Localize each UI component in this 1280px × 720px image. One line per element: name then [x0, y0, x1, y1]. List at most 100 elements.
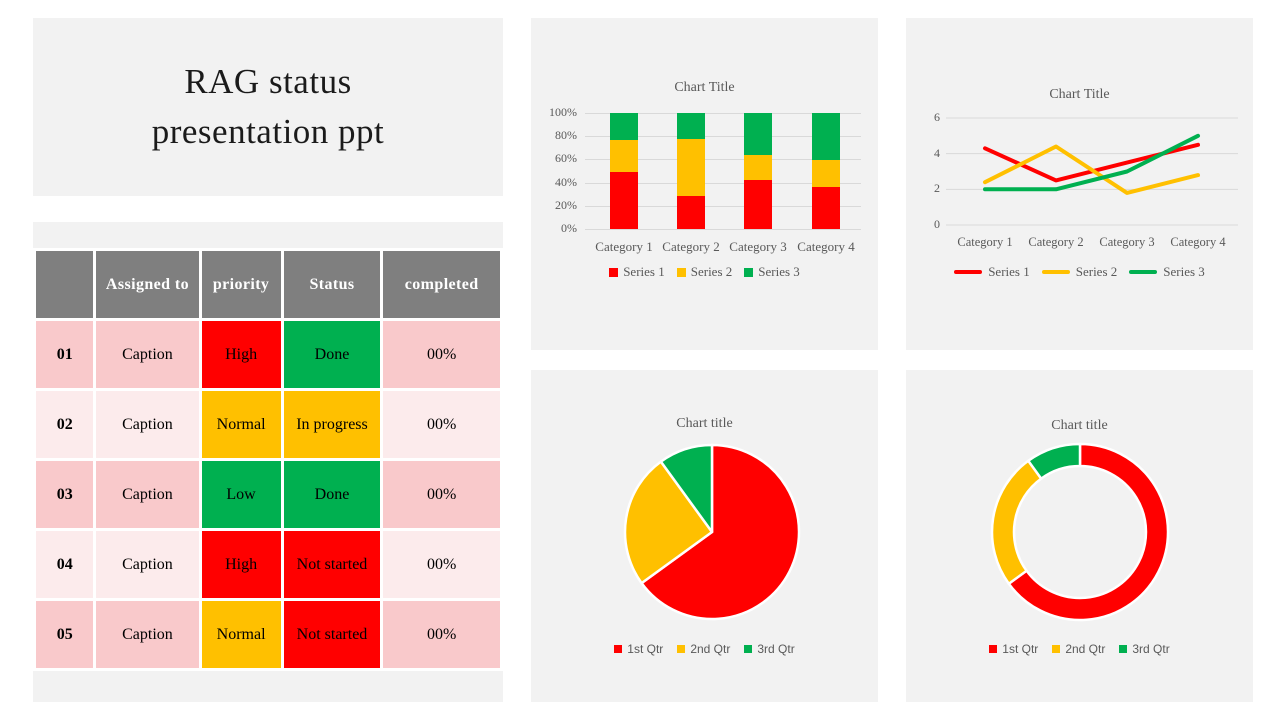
rag-status-table: Assigned to priority Status completed 01 Cap…: [33, 248, 503, 671]
legend-square-swatch: [1119, 645, 1128, 653]
doughnut-chart-title: Chart title: [1051, 418, 1108, 433]
assigned-to-cell: Caption: [96, 531, 199, 598]
legend-label: Series 3: [758, 264, 800, 279]
bar-chart-title: Chart Title: [674, 80, 735, 95]
stacked-bar-chart-card: Chart Title 100% 80% 60% 40% 20% 0% Category 1…: [531, 18, 878, 350]
legend-square-swatch: [744, 267, 754, 277]
gridline: [585, 159, 861, 161]
table-header: Assigned to priority Status completed: [36, 251, 500, 318]
legend-item: 1st Qtr: [989, 642, 1038, 656]
legend-label: Series 2: [1075, 264, 1118, 279]
legend-label: 2nd Qtr: [690, 642, 731, 656]
legend-label: Series 1: [623, 264, 665, 279]
legend-item: Series 3: [744, 264, 800, 280]
column-header: completed: [383, 251, 500, 318]
line-series: [983, 133, 1200, 192]
y-axis-tick: 60%: [555, 151, 577, 166]
title-card: RAG status presentation ppt: [33, 18, 503, 196]
gridline: [585, 229, 861, 230]
legend-label: 3rd Qtr: [1132, 642, 1170, 656]
pie-chart-svg: [623, 443, 801, 621]
bar-segment: [744, 113, 772, 155]
column-header: Status: [283, 251, 381, 318]
chart-legend: 1st Qtr 2nd Qtr 3rd Qtr: [906, 642, 1253, 656]
column-header: priority: [201, 251, 281, 318]
legend-square-swatch: [609, 267, 619, 277]
table-body: 01 Caption High Done 00% 02 Caption Normal In pr…: [36, 321, 500, 668]
pie-chart-title: Chart title: [676, 416, 733, 431]
y-axis-tick: 0%: [561, 221, 577, 235]
line-chart-title: Chart Title: [1049, 87, 1110, 102]
status-cell: Not started: [283, 531, 381, 598]
x-axis-category-label: Category 3: [1099, 235, 1155, 249]
y-axis-tick: 80%: [555, 128, 577, 143]
bar-segment: [610, 139, 638, 172]
y-axis-tick: 4: [934, 145, 940, 160]
line-series: [983, 144, 1200, 195]
legend-item: 2nd Qtr: [677, 642, 730, 656]
pie-slice: [623, 460, 714, 585]
legend-label: 1st Qtr: [1002, 642, 1039, 656]
status-cell: Done: [283, 461, 381, 528]
bar-segment: [812, 160, 840, 187]
legend-square-swatch: [677, 645, 686, 653]
table-row: 02 Caption Normal In progress 00%: [36, 391, 500, 458]
y-axis-tick: 0: [934, 217, 940, 231]
x-axis-category-label: Category 1: [957, 235, 1013, 249]
line-chart-svg: [946, 117, 1238, 226]
status-cell: Not started: [283, 601, 381, 668]
chart-legend: 1st Qtr 2nd Qtr 3rd Qtr: [531, 642, 878, 656]
gridline: [585, 136, 861, 138]
legend-line-swatch: [1041, 270, 1070, 274]
table-header-row: Assigned to priority Status completed: [36, 251, 500, 318]
gridline: [585, 182, 861, 184]
x-axis-category-label: Category 4: [797, 239, 855, 254]
legend-line-swatch: [1129, 270, 1158, 274]
completed-cell: 00%: [383, 601, 500, 668]
row-number-cell: 05: [36, 601, 94, 668]
pie-chart-card: Chart title 1st Qtr 2nd Qtr 3rd Qtr: [531, 370, 878, 702]
legend-label: Series 3: [1163, 264, 1205, 279]
completed-cell: 00%: [383, 391, 500, 458]
row-number-cell: 01: [36, 321, 94, 388]
legend-item: 1st Qtr: [614, 642, 663, 656]
completed-cell: 00%: [383, 461, 500, 528]
priority-cell: Normal: [201, 601, 281, 668]
doughnut-slice: [1027, 442, 1082, 480]
x-axis-category-label: Category 1: [595, 239, 653, 254]
bar-segment: [812, 113, 840, 161]
bar-segment: [812, 186, 840, 229]
assigned-to-cell: Caption: [96, 321, 199, 388]
legend-square-swatch: [989, 645, 998, 653]
line-chart-card: Chart Title 6 4 2 0 Category 1 Category 2 Cate…: [906, 18, 1253, 350]
y-axis-tick: 2: [934, 181, 940, 196]
row-number-cell: 04: [36, 531, 94, 598]
gridline: [585, 113, 861, 114]
completed-cell: 00%: [383, 321, 500, 388]
legend-square-swatch: [614, 645, 623, 653]
completed-cell: 00%: [383, 531, 500, 598]
legend-square-swatch: [744, 645, 753, 653]
slide-title: RAG status presentation ppt: [151, 62, 385, 151]
doughnut-slice: [1007, 442, 1170, 622]
legend-square-swatch: [676, 267, 686, 277]
chart-legend: Series 1 Series 2 Series 3: [531, 264, 878, 280]
legend-item: Series 2: [1041, 264, 1118, 280]
priority-cell: Low: [201, 461, 281, 528]
legend-label: 1st Qtr: [627, 642, 664, 656]
column-header: [36, 251, 94, 318]
doughnut-slice: [990, 459, 1043, 585]
y-axis-tick: 20%: [555, 197, 577, 212]
priority-cell: High: [201, 531, 281, 598]
legend-item: Series 1: [609, 264, 665, 280]
table-row: 05 Caption Normal Not started 00%: [36, 601, 500, 668]
doughnut-chart-card: Chart title 1st Qtr 2nd Qtr 3rd Qtr: [906, 370, 1253, 702]
row-number-cell: 02: [36, 391, 94, 458]
row-number-cell: 03: [36, 461, 94, 528]
y-axis-tick: 40%: [555, 174, 577, 189]
legend-label: 2nd Qtr: [1065, 642, 1106, 656]
status-cell: In progress: [283, 391, 381, 458]
y-axis-tick: 100%: [549, 105, 577, 119]
legend-label: 3rd Qtr: [757, 642, 795, 656]
doughnut-chart-svg: [990, 442, 1170, 622]
